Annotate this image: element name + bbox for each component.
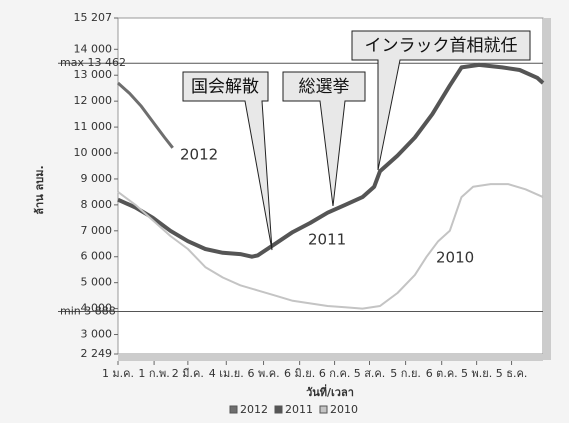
y-tick-label: 7 000 [81, 224, 113, 237]
callouts: 国会解散 総選挙 インラック首相就任 [182, 30, 531, 251]
x-tick-label: 5 ส.ค. [354, 367, 386, 380]
series-label: 2011 [308, 231, 346, 249]
series-line [117, 62, 545, 259]
y-axis-label: ล้าน ลบม. [33, 165, 46, 214]
annotation: 総選挙 [299, 77, 350, 97]
y-tick-label: 13 000 [74, 68, 113, 81]
scrollbar[interactable] [543, 18, 551, 360]
x-tick-label: 6 มิ.ย. [284, 367, 315, 380]
legend-swatch [229, 405, 238, 414]
reference-label: max 13 462 [60, 56, 126, 69]
legend-label: 2012 [240, 403, 268, 416]
x-tick-label: 6 ก.ค. [319, 367, 351, 380]
callout [282, 71, 366, 207]
x-tick-label: 2 มี.ค. [172, 367, 204, 380]
series-label: 2012 [180, 146, 218, 164]
y-tick-label: 9 000 [81, 172, 113, 185]
x-axis-label: วันที่/เวลา [306, 384, 354, 399]
y-tick-label: 14 000 [74, 42, 113, 55]
legend-label: 2011 [285, 403, 313, 416]
x-tick-label: 6 ต.ค. [426, 367, 458, 380]
y-tick-label: 10 000 [74, 146, 113, 159]
y-tick-label: 11 000 [74, 120, 113, 133]
x-tick-label: 1 ก.พ. [138, 367, 169, 380]
y-tick-label: 5 000 [81, 276, 113, 289]
x-tick-label: 5 ก.ย. [390, 367, 421, 380]
y-tick-label: 8 000 [81, 198, 113, 211]
y-tick-label: 12 000 [74, 94, 113, 107]
callout [351, 30, 531, 171]
x-tick-label: 6 พ.ค. [247, 367, 279, 380]
y-tick-label: 2 249 [81, 347, 113, 360]
series-line [116, 81, 174, 149]
annotation: インラック首相就任 [365, 36, 518, 56]
x-tick-label: 1 ม.ค. [102, 367, 134, 380]
legend-swatch [319, 405, 328, 414]
series-line [117, 183, 544, 310]
x-tick-label: 4 เม.ย. [209, 367, 244, 380]
series-label: 2010 [436, 249, 474, 267]
annotation: 国会解散 [191, 77, 259, 97]
x-tick-label: 5 พ.ย. [461, 367, 492, 380]
x-tick-label: 5 ธ.ค. [496, 367, 528, 380]
y-tick-label: 3 000 [81, 328, 113, 341]
legend: 2012 2011 2010 [229, 403, 358, 416]
legend-label: 2010 [330, 403, 358, 416]
y-tick-label: 6 000 [81, 250, 113, 263]
reference-label: min 3 888 [60, 305, 116, 318]
callout [182, 71, 273, 251]
legend-swatch [274, 405, 283, 414]
y-tick-label: 15 207 [74, 11, 113, 24]
scrollbar[interactable] [118, 354, 543, 361]
